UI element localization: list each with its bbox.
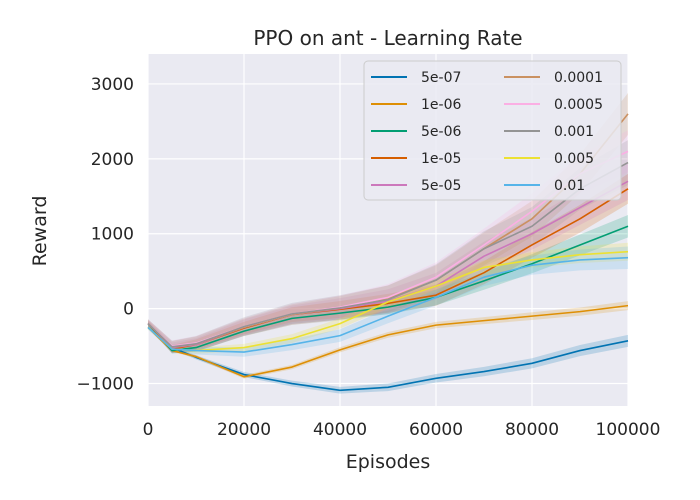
legend-label: 0.01 bbox=[554, 178, 585, 194]
legend-label: 0.005 bbox=[554, 151, 594, 167]
series-line bbox=[147, 304, 629, 378]
x-tick-label: 100000 bbox=[596, 420, 661, 440]
legend-label: 0.0001 bbox=[554, 70, 603, 86]
series-lines bbox=[147, 113, 629, 392]
legend-frame bbox=[363, 60, 622, 201]
x-axis-label: Episodes bbox=[346, 451, 431, 473]
series-band bbox=[148, 301, 628, 379]
x-tick-label: 60000 bbox=[409, 420, 463, 440]
series-band bbox=[148, 246, 628, 357]
x-tick-label: 0 bbox=[143, 420, 154, 440]
series-band bbox=[148, 326, 628, 394]
chart-title: PPO on ant - Learning Rate bbox=[253, 26, 522, 50]
series-line bbox=[147, 256, 629, 353]
series-line bbox=[147, 225, 629, 352]
y-tick-label: 0 bbox=[123, 300, 134, 320]
legend-label: 1e-05 bbox=[421, 151, 461, 167]
series-line bbox=[147, 161, 629, 348]
y-tick-label: 2000 bbox=[91, 150, 134, 170]
series-band bbox=[148, 140, 628, 353]
y-axis-ticks: −1000 0 1000 2000 3000 bbox=[76, 75, 134, 395]
x-tick-label: 80000 bbox=[505, 420, 559, 440]
x-axis-ticks: 0 20000 40000 60000 80000 100000 bbox=[143, 420, 661, 440]
legend-label: 5e-05 bbox=[421, 178, 461, 194]
y-tick-label: 3000 bbox=[91, 75, 134, 95]
legend-label: 0.0005 bbox=[554, 97, 603, 113]
legend-label: 1e-06 bbox=[421, 97, 461, 113]
legend: 5e-07 1e-06 5e-06 1e-05 5e-05 0.0001 0.0005 0.0… bbox=[363, 60, 622, 201]
x-tick-label: 20000 bbox=[217, 420, 271, 440]
x-tick-label: 40000 bbox=[313, 420, 367, 440]
legend-label: 0.001 bbox=[554, 124, 594, 140]
legend-label: 5e-07 bbox=[421, 70, 461, 86]
legend-label: 5e-06 bbox=[421, 124, 461, 140]
y-tick-label: 1000 bbox=[91, 225, 134, 245]
y-tick-label: −1000 bbox=[76, 375, 134, 395]
y-axis-label: Reward bbox=[29, 196, 51, 267]
